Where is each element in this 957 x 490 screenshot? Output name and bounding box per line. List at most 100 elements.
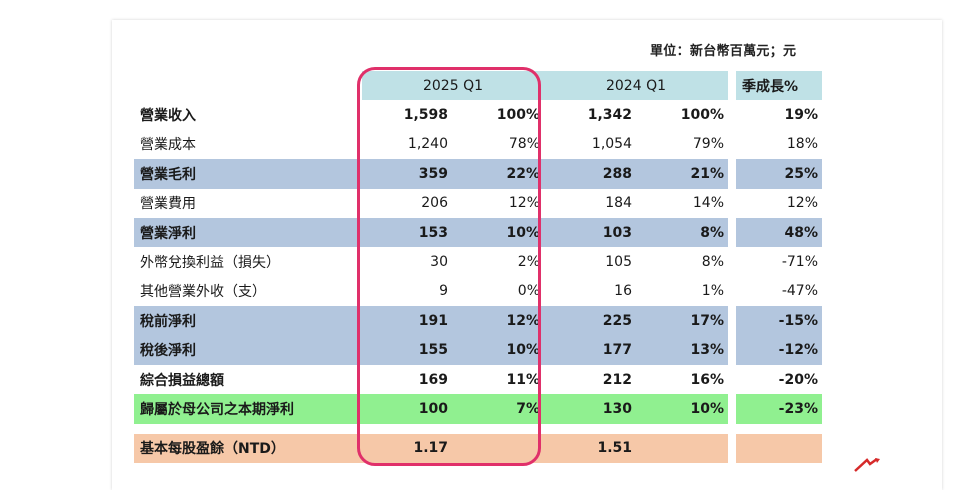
growth-percent: -20%	[778, 371, 818, 388]
row-gap	[728, 247, 736, 277]
header-blank	[134, 71, 362, 100]
prior-percent: 100%	[680, 107, 724, 124]
row-label: 營業費用	[140, 196, 196, 213]
row-gap	[728, 394, 736, 424]
row-gap	[728, 129, 736, 160]
growth-percent: -71%	[781, 254, 818, 271]
table-header-row: 2025 Q1 2024 Q1 季成長%	[134, 71, 822, 101]
table-row: 其他營業外收（支） 9 0% 16 1% -47%	[134, 276, 822, 307]
spacer-cell	[362, 424, 452, 434]
row-gap	[728, 159, 736, 189]
table-row: 營業成本 1,240 78% 1,054 79% 18%	[134, 129, 822, 160]
table-row: 外幣兌換利益（損失） 30 2% 105 8% -71%	[134, 247, 822, 277]
current-value: 9	[439, 283, 448, 300]
spacer-cell	[728, 424, 736, 434]
row-label: 歸屬於母公司之本期淨利	[134, 394, 362, 424]
current-value: 359	[362, 159, 452, 189]
logo-mark-icon	[854, 458, 880, 472]
row-label: 稅後淨利	[134, 335, 362, 365]
table-row: 營業淨利 153 10% 103 8% 48%	[134, 217, 822, 248]
unit-note: 單位：新台幣百萬元；元	[650, 44, 797, 59]
spacer-cell	[134, 424, 362, 434]
table-row: 稅前淨利 191 12% 225 17% -15%	[134, 306, 822, 336]
growth-percent: 19%	[784, 107, 818, 124]
prior-value: 103	[544, 217, 636, 248]
row-gap	[728, 306, 736, 336]
row-gap	[728, 217, 736, 248]
current-percent: 7%	[452, 394, 544, 424]
header-prior-period: 2024 Q1	[544, 71, 728, 101]
prior-value: 177	[544, 335, 636, 365]
current-percent: 10%	[452, 217, 544, 248]
growth-percent: -47%	[781, 283, 818, 300]
spacer-cell	[452, 424, 544, 434]
current-percent: 11%	[506, 371, 540, 388]
current-value: 169	[418, 371, 448, 388]
eps-growth-blank	[736, 433, 822, 464]
eps-row: 基本每股盈餘（NTD） 1.17 1.51	[134, 433, 822, 464]
current-percent: 10%	[452, 335, 544, 365]
table-row: 營業費用 206 12% 184 14% 12%	[134, 188, 822, 218]
current-percent: 12%	[508, 195, 540, 212]
eps-gap	[728, 433, 736, 464]
table-row: 歸屬於母公司之本期淨利 100 7% 130 10% -23%	[134, 394, 822, 424]
prior-percent: 79%	[692, 136, 724, 153]
row-gap	[728, 364, 736, 395]
prior-value: 288	[544, 159, 636, 189]
table-row: 營業毛利 359 22% 288 21% 25%	[134, 159, 822, 189]
row-gap	[728, 276, 736, 307]
current-percent: 100%	[496, 107, 540, 124]
growth-percent: 25%	[736, 159, 822, 189]
row-label: 綜合損益總額	[140, 372, 224, 389]
prior-percent: 21%	[636, 159, 728, 189]
row-label: 其他營業外收（支）	[140, 284, 266, 301]
eps-prior-blank	[636, 433, 728, 464]
spacer-cell	[736, 424, 822, 434]
table-row: 綜合損益總額 169 11% 212 16% -20%	[134, 364, 822, 395]
row-label: 外幣兌換利益（損失）	[140, 255, 280, 272]
eps-current-value: 1.17	[362, 433, 452, 464]
row-label: 營業淨利	[134, 217, 362, 248]
growth-percent: -15%	[736, 306, 822, 336]
prior-percent: 14%	[692, 195, 724, 212]
row-label: 營業收入	[140, 108, 196, 125]
row-label: 營業毛利	[134, 159, 362, 189]
header-growth: 季成長%	[736, 71, 822, 101]
spacer-row	[134, 424, 822, 434]
prior-value: 1,342	[587, 107, 632, 124]
prior-value: 212	[602, 371, 632, 388]
prior-percent: 8%	[701, 254, 724, 271]
current-percent: 0%	[517, 283, 540, 300]
prior-percent: 13%	[636, 335, 728, 365]
row-gap	[728, 100, 736, 130]
spacer-cell	[636, 424, 728, 434]
current-value: 191	[362, 306, 452, 336]
header-current-period: 2025 Q1	[362, 71, 544, 101]
eps-current-blank	[452, 433, 544, 464]
current-value: 155	[362, 335, 452, 365]
growth-percent: 18%	[786, 136, 818, 153]
current-value: 206	[421, 195, 448, 212]
eps-label: 基本每股盈餘（NTD）	[134, 433, 362, 464]
prior-value: 105	[605, 254, 632, 271]
table-row: 稅後淨利 155 10% 177 13% -12%	[134, 335, 822, 365]
current-percent: 12%	[452, 306, 544, 336]
row-label: 營業成本	[140, 137, 196, 154]
prior-value: 225	[544, 306, 636, 336]
prior-value: 16	[614, 283, 632, 300]
current-value: 30	[430, 254, 448, 271]
row-gap	[728, 188, 736, 218]
current-value: 153	[362, 217, 452, 248]
current-value: 1,240	[407, 136, 448, 153]
prior-percent: 1%	[701, 283, 724, 300]
table-row: 營業收入 1,598 100% 1,342 100% 19%	[134, 100, 822, 130]
prior-value: 184	[605, 195, 632, 212]
growth-percent: -23%	[736, 394, 822, 424]
current-percent: 2%	[517, 254, 540, 271]
prior-percent: 17%	[636, 306, 728, 336]
prior-value: 1,054	[591, 136, 632, 153]
prior-percent: 16%	[690, 371, 724, 388]
growth-percent: 48%	[736, 217, 822, 248]
current-value: 1,598	[403, 107, 448, 124]
prior-percent: 8%	[636, 217, 728, 248]
